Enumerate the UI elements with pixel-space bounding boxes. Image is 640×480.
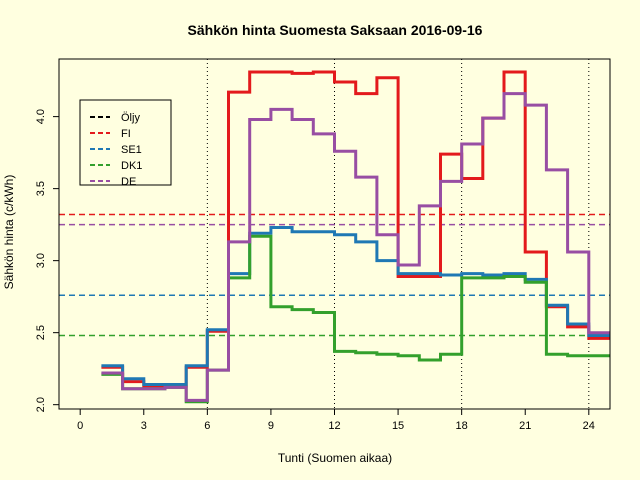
legend-label-0: Öljy [121, 112, 140, 124]
legend-label-1: FI [121, 128, 131, 140]
series-line-4 [101, 92, 610, 402]
series-line-1 [101, 70, 610, 388]
y-tick-label: 2.5 [35, 325, 47, 340]
y-tick-label: 3.0 [35, 253, 47, 268]
x-tick-label: 24 [583, 420, 595, 432]
y-tick-label: 3.5 [35, 181, 47, 196]
series-lines [101, 70, 610, 404]
x-axis-label: Tunti (Suomen aikaa) [278, 451, 392, 465]
x-tick-label: 6 [204, 420, 210, 432]
legend-box [79, 99, 172, 186]
x-tick-label: 0 [77, 420, 83, 432]
x-tick-label: 18 [456, 420, 468, 432]
series-line-3 [101, 234, 610, 404]
x-tick-label: 15 [392, 420, 404, 432]
y-axis: 2.0 2.5 3.0 3.5 4.0 [35, 109, 59, 412]
legend: Öljy FI SE1 DK1 DE [79, 99, 172, 188]
x-axis: 0 3 6 9 12 15 18 21 24 [77, 409, 595, 432]
chart-title: Sähkön hinta Suomesta Saksaan 2016-09-16 [188, 22, 483, 38]
legend-label-4: DE [121, 176, 136, 188]
y-axis-label: Sähkön hinta (c/kWh) [2, 175, 16, 290]
x-tick-label: 21 [519, 420, 531, 432]
y-tick-label: 4.0 [35, 109, 47, 124]
x-tick-label: 12 [328, 420, 340, 432]
x-tick-label: 9 [268, 420, 274, 432]
y-tick-label: 2.0 [35, 397, 47, 412]
x-tick-label: 3 [141, 420, 147, 432]
legend-label-2: SE1 [121, 144, 142, 156]
legend-label-3: DK1 [121, 160, 142, 172]
